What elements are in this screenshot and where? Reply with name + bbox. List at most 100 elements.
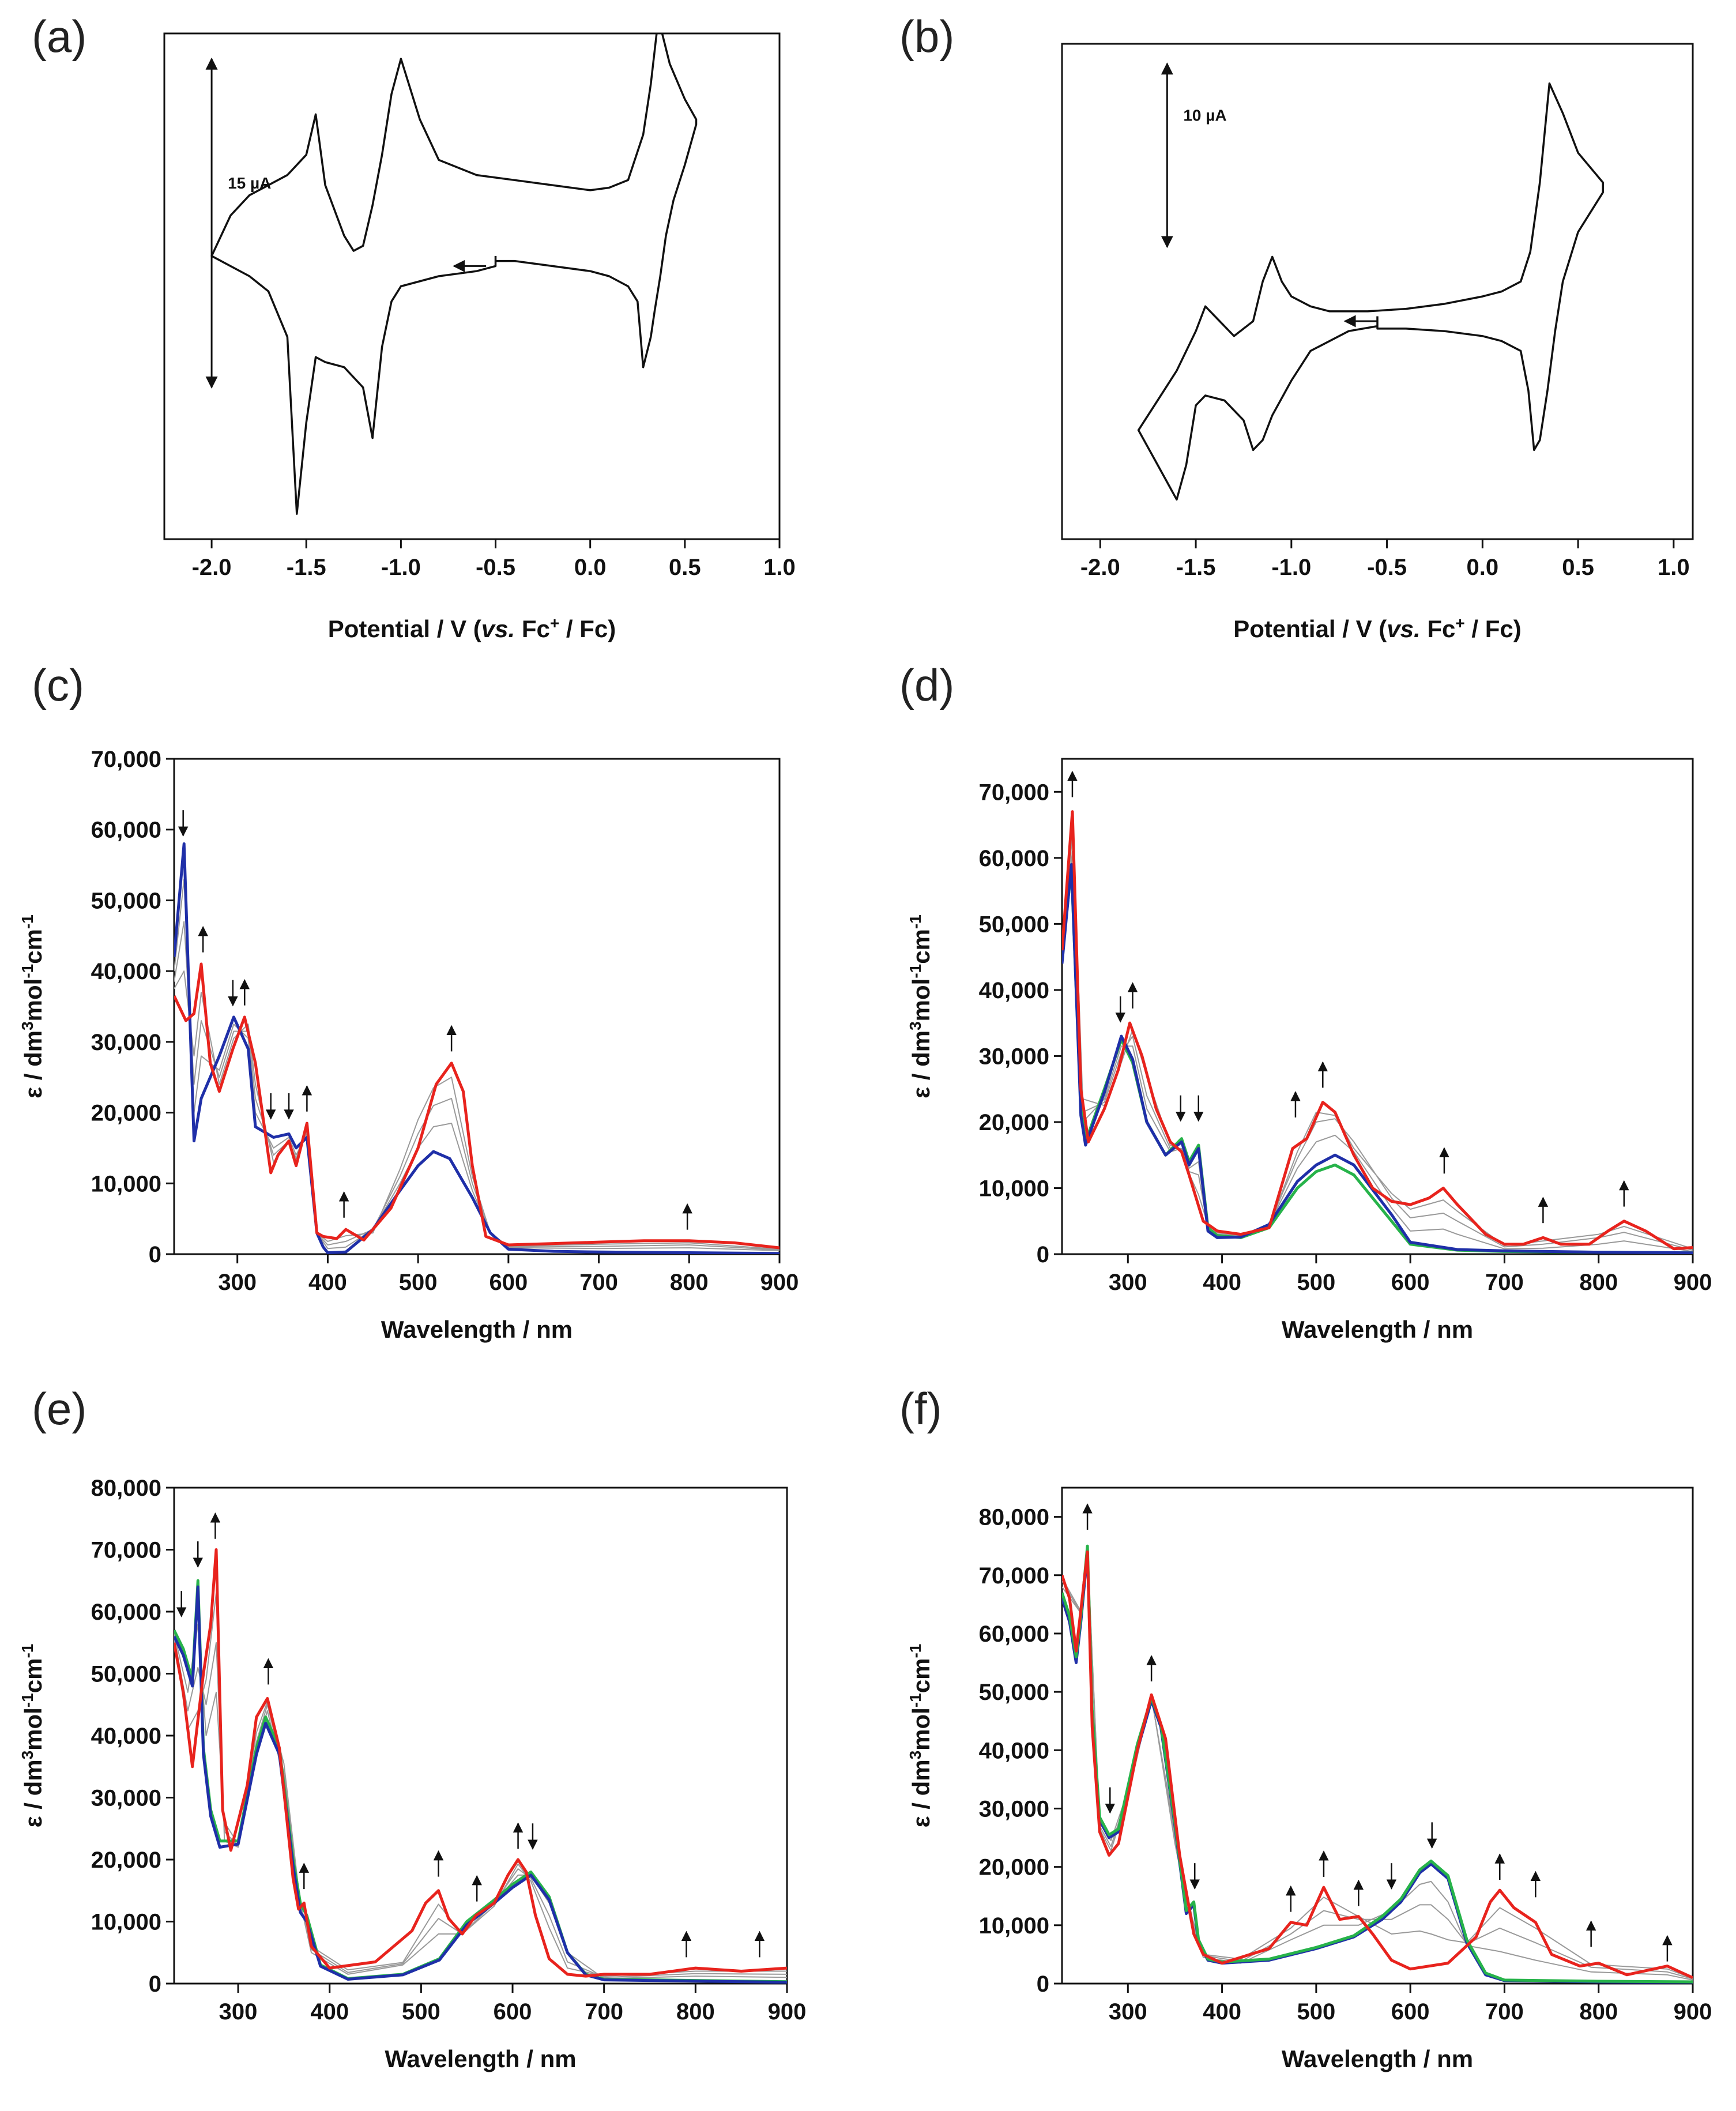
x-tick-label: 500 bbox=[402, 1999, 440, 2025]
y-tick-label: 60,000 bbox=[979, 1621, 1049, 1647]
plot-frame bbox=[163, 32, 781, 540]
x-tick-label: 400 bbox=[1203, 1270, 1241, 1295]
y-tick-label: 10,000 bbox=[91, 1171, 161, 1196]
y-tick-label: 10,000 bbox=[91, 1910, 161, 1935]
scale-bar-label: 10 µA bbox=[1183, 106, 1226, 124]
plot-frame bbox=[1061, 1487, 1694, 1985]
y-tick-label: 60,000 bbox=[91, 818, 161, 843]
x-tick-label: 900 bbox=[1674, 1999, 1712, 2025]
x-tick-label: 600 bbox=[1391, 1999, 1430, 2025]
x-tick-label: 900 bbox=[1674, 1270, 1712, 1295]
panel-d: (d) 300 400 500 600 700 800 900 0 10,000 20,000 30,… bbox=[899, 660, 1712, 1343]
x-tick-label: 300 bbox=[219, 1999, 258, 2025]
series-line bbox=[174, 1585, 787, 1984]
y-axis-title: ε / dm3mol-1cm-1 bbox=[18, 915, 47, 1098]
x-tick-label: 900 bbox=[768, 1999, 807, 2025]
y-tick-label: 20,000 bbox=[979, 1110, 1049, 1135]
scale-bar-label: 15 µA bbox=[228, 174, 271, 192]
plot-frame bbox=[1061, 43, 1694, 540]
y-tick-label: 80,000 bbox=[91, 1476, 161, 1501]
x-axis-title: Potential / V (vs. Fc+ / Fc) bbox=[328, 614, 616, 643]
series-line bbox=[174, 1636, 787, 1978]
y-tick-label: 60,000 bbox=[91, 1600, 161, 1625]
y-tick-label: 80,000 bbox=[979, 1505, 1049, 1530]
x-tick-label: 800 bbox=[670, 1270, 709, 1295]
x-tick-label: 300 bbox=[1109, 1270, 1147, 1295]
series-line bbox=[1062, 1550, 1693, 1979]
y-tick-label: 30,000 bbox=[979, 1044, 1049, 1069]
x-tick-label: 1.0 bbox=[763, 555, 796, 580]
x-tick-label: 600 bbox=[494, 1999, 532, 2025]
series-line bbox=[174, 1548, 787, 1978]
y-tick-label: 70,000 bbox=[91, 747, 161, 772]
x-tick-label: 700 bbox=[579, 1270, 618, 1295]
series-line bbox=[174, 1623, 787, 1980]
series-line bbox=[1062, 1550, 1693, 1984]
y-axis-title: ε / dm3mol-1cm-1 bbox=[906, 915, 935, 1098]
panel-label: (e) bbox=[32, 1383, 86, 1434]
series-line bbox=[1062, 810, 1693, 1251]
plot-frame bbox=[173, 758, 781, 1255]
x-tick-label: 700 bbox=[585, 1999, 623, 2025]
y-tick-label: 40,000 bbox=[979, 978, 1049, 1003]
y-tick-label: 10,000 bbox=[979, 1176, 1049, 1201]
x-tick-label: 800 bbox=[1579, 1999, 1618, 2025]
x-axis-title: Potential / V (vs. Fc+ / Fc) bbox=[1233, 614, 1521, 643]
x-tick-label: 400 bbox=[1203, 1999, 1241, 2025]
series-line bbox=[174, 962, 779, 1250]
x-tick-label: 700 bbox=[1485, 1999, 1524, 2025]
y-tick-label: 30,000 bbox=[91, 1786, 161, 1811]
y-tick-label: 70,000 bbox=[979, 1563, 1049, 1589]
y-tick-label: 70,000 bbox=[91, 1538, 161, 1563]
x-axis-title: Wavelength / nm bbox=[385, 2045, 576, 2072]
y-tick-label: 50,000 bbox=[979, 1680, 1049, 1705]
x-tick-label: 0.0 bbox=[574, 555, 607, 580]
x-tick-label: 800 bbox=[676, 1999, 715, 2025]
y-tick-label: 30,000 bbox=[91, 1030, 161, 1055]
series-line bbox=[174, 1579, 787, 1984]
x-tick-label: 300 bbox=[1109, 1999, 1147, 2025]
x-tick-label: -1.5 bbox=[287, 555, 326, 580]
y-tick-label: 0 bbox=[149, 1242, 161, 1267]
x-tick-label: 600 bbox=[489, 1270, 528, 1295]
series-line bbox=[1062, 863, 1693, 1254]
y-tick-label: 0 bbox=[1037, 1971, 1049, 1997]
series-line bbox=[1137, 82, 1604, 501]
x-tick-label: -0.5 bbox=[1367, 555, 1407, 580]
x-tick-label: 500 bbox=[1297, 1270, 1335, 1295]
x-tick-label: 400 bbox=[308, 1270, 347, 1295]
y-tick-label: 40,000 bbox=[979, 1738, 1049, 1763]
y-axis-title: ε / dm3mol-1cm-1 bbox=[906, 1644, 935, 1828]
panel-e: (e) 300 400 500 600 700 800 900 0 10,000 20,000 30,… bbox=[18, 1383, 807, 2072]
y-tick-label: 50,000 bbox=[91, 888, 161, 913]
x-tick-label: 800 bbox=[1579, 1270, 1618, 1295]
series-line bbox=[210, 33, 698, 515]
y-tick-label: 40,000 bbox=[91, 1724, 161, 1749]
panel-label: (d) bbox=[899, 660, 954, 710]
x-tick-label: 0.5 bbox=[1562, 555, 1594, 580]
y-tick-label: 0 bbox=[149, 1971, 161, 1997]
series-line bbox=[174, 1592, 787, 1977]
x-tick-label: -1.0 bbox=[381, 555, 421, 580]
y-tick-label: 20,000 bbox=[91, 1847, 161, 1873]
x-tick-label: 600 bbox=[1391, 1270, 1430, 1295]
x-tick-label: -2.0 bbox=[192, 555, 232, 580]
y-tick-label: 20,000 bbox=[91, 1101, 161, 1126]
y-tick-label: 70,000 bbox=[979, 780, 1049, 805]
series-line bbox=[1062, 1548, 1693, 1980]
x-tick-label: 0.0 bbox=[1467, 555, 1499, 580]
x-axis-title: Wavelength / nm bbox=[1282, 1316, 1473, 1343]
x-axis-title: Wavelength / nm bbox=[381, 1316, 573, 1343]
x-tick-label: 0.5 bbox=[669, 555, 701, 580]
panel-label: (a) bbox=[32, 11, 86, 62]
panel-label: (c) bbox=[32, 660, 84, 710]
x-tick-label: 300 bbox=[218, 1270, 257, 1295]
series-line bbox=[1062, 1548, 1693, 1981]
x-tick-label: 700 bbox=[1485, 1270, 1524, 1295]
x-tick-label: -2.0 bbox=[1080, 555, 1120, 580]
panel-c: (c) 300 400 500 600 700 800 900 0 10,000 20,000 30,… bbox=[18, 660, 799, 1343]
y-tick-label: 0 bbox=[1037, 1242, 1049, 1267]
x-tick-label: 500 bbox=[399, 1270, 438, 1295]
y-tick-label: 50,000 bbox=[91, 1662, 161, 1687]
